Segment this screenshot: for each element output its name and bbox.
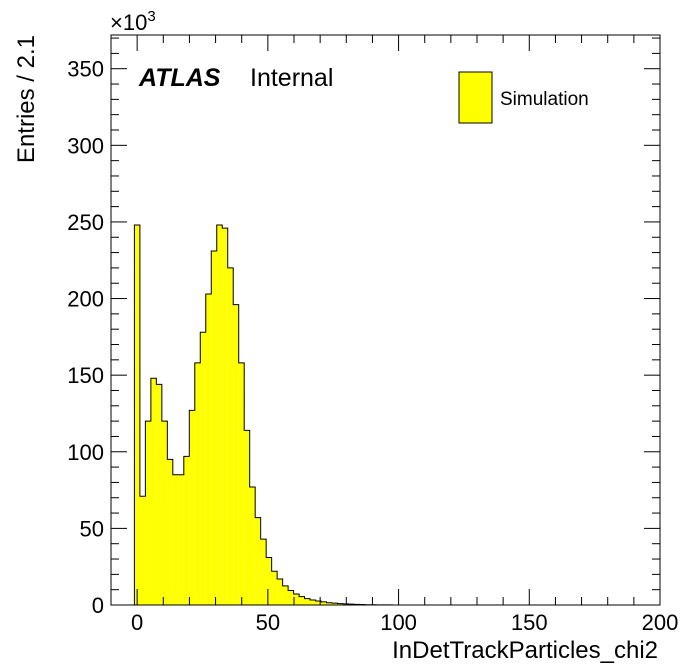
histogram-outline (133, 224, 393, 606)
x-axis-title: InDetTrackParticles_chi2 (392, 637, 658, 664)
histogram-bin (205, 293, 212, 605)
x-tick-label: 0 (131, 610, 143, 635)
x-tick-label: 100 (380, 610, 417, 635)
y-tick-labels: 0 50 100 150 200 250 300 350 (67, 57, 104, 618)
histogram-bin (222, 228, 228, 605)
histogram-bin (227, 267, 234, 605)
histogram-bin (244, 430, 250, 605)
histogram-bin (249, 487, 256, 605)
y-axis-multiplier: ×103 (110, 8, 156, 35)
histogram-bin (150, 378, 157, 605)
histogram-bin (238, 362, 245, 605)
histogram-bin (260, 539, 267, 605)
y-tick-label: 150 (67, 363, 104, 388)
histogram-bin (343, 603, 349, 605)
histogram-bin (183, 456, 190, 605)
x-tick-label: 50 (256, 610, 280, 635)
internal-label: Internal (250, 64, 333, 92)
legend-swatch-simulation (458, 71, 493, 124)
histogram-bin (167, 459, 173, 605)
plot-frame (110, 34, 661, 606)
histogram-bin (332, 603, 338, 605)
x-tick-label: 200 (642, 610, 679, 635)
histogram-bin (315, 601, 322, 605)
histogram-bin (194, 362, 201, 605)
histogram-bin (145, 421, 151, 605)
histogram-bin (271, 571, 278, 605)
histogram-bin (277, 578, 283, 605)
y-tick-label: 0 (92, 593, 104, 618)
axis-ticks (110, 35, 661, 606)
y-tick-label: 350 (67, 57, 104, 82)
histogram-bin (321, 601, 327, 605)
histogram-bin (293, 593, 300, 605)
x-tick-label: 150 (511, 610, 548, 635)
atlas-label: ATLAS (138, 64, 221, 92)
histogram-bin (310, 599, 316, 605)
histogram-bin (282, 585, 289, 605)
histogram-bin (156, 384, 162, 605)
histogram-bin (189, 410, 195, 605)
legend-label-simulation: Simulation (500, 89, 589, 110)
histogram-bin (178, 474, 184, 605)
histogram-bin (161, 421, 168, 605)
histogram-bin (134, 225, 140, 605)
histogram-bin (299, 596, 305, 605)
histogram-bin (255, 517, 261, 605)
y-tick-label: 50 (80, 516, 104, 541)
histogram-bin (211, 251, 217, 605)
histogram-bin (200, 332, 206, 605)
histogram-bin (139, 496, 146, 605)
histogram-layer (133, 224, 393, 606)
y-tick-label: 300 (67, 133, 104, 158)
x-tick-labels: 0 50 100 150 200 (131, 610, 678, 635)
y-axis-title: Entries / 2.1 (13, 35, 40, 163)
y-tick-label: 100 (67, 440, 104, 465)
histogram-bin (304, 598, 311, 605)
y-tick-label: 250 (67, 210, 104, 235)
histogram-bin (266, 557, 272, 605)
histogram-bin (326, 602, 333, 605)
histogram-bin (337, 603, 344, 605)
y-tick-label: 200 (67, 287, 104, 312)
histogram-bin (216, 225, 223, 605)
histogram-bin (172, 474, 179, 605)
histogram-bin (233, 304, 239, 605)
histogram-bin (288, 590, 294, 605)
